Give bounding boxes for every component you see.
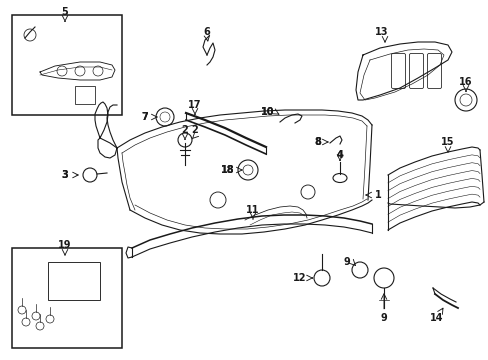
Text: 12: 12 bbox=[293, 273, 306, 283]
Text: 19: 19 bbox=[58, 240, 72, 250]
Text: 3: 3 bbox=[61, 170, 68, 180]
Text: 5: 5 bbox=[61, 7, 68, 17]
Text: 6: 6 bbox=[203, 27, 210, 37]
Text: 15: 15 bbox=[440, 137, 454, 147]
Bar bbox=[12, 248, 122, 348]
Text: 3: 3 bbox=[61, 170, 68, 180]
Bar bbox=[48, 262, 100, 300]
Text: 18: 18 bbox=[221, 165, 234, 175]
Text: 9: 9 bbox=[343, 257, 350, 267]
Text: 10: 10 bbox=[261, 107, 274, 117]
Text: 14: 14 bbox=[429, 313, 443, 323]
Text: 4: 4 bbox=[336, 150, 343, 160]
Text: 17: 17 bbox=[188, 100, 202, 110]
Text: 2: 2 bbox=[191, 125, 198, 135]
Text: 8: 8 bbox=[314, 137, 321, 147]
Text: 7: 7 bbox=[142, 112, 148, 122]
Text: 10: 10 bbox=[261, 107, 274, 117]
Text: 8: 8 bbox=[314, 137, 321, 147]
Bar bbox=[12, 15, 122, 115]
Text: 13: 13 bbox=[374, 27, 388, 37]
Text: 16: 16 bbox=[458, 77, 472, 87]
Text: 11: 11 bbox=[246, 205, 259, 215]
Text: 1: 1 bbox=[374, 190, 381, 200]
Text: 18: 18 bbox=[221, 165, 234, 175]
Text: 7: 7 bbox=[142, 112, 148, 122]
Text: 9: 9 bbox=[380, 313, 386, 323]
Text: 4: 4 bbox=[336, 150, 343, 160]
Text: 2: 2 bbox=[181, 125, 188, 135]
Bar bbox=[75, 86, 95, 104]
